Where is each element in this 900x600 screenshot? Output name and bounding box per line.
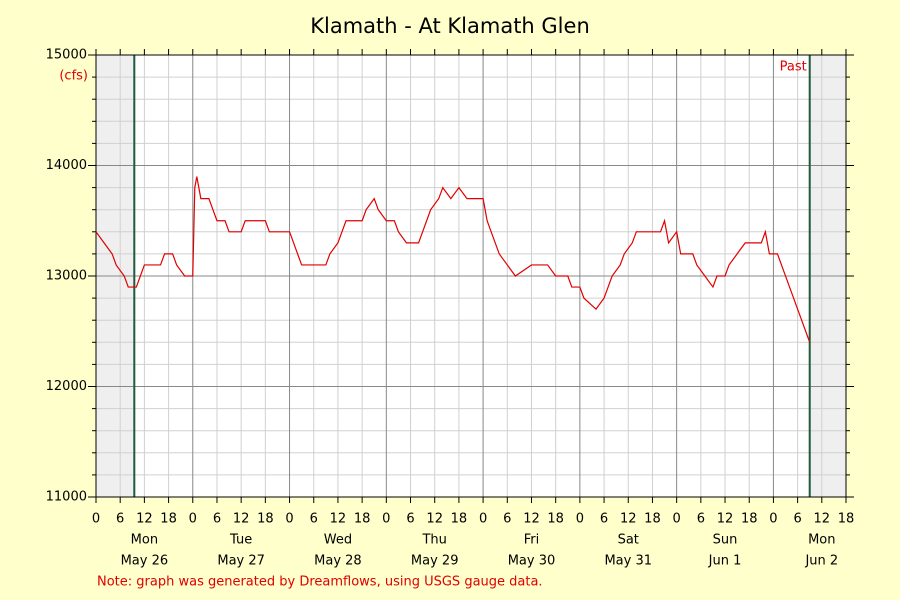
x-tick-label: 18 (741, 512, 758, 527)
x-tick-label: 6 (213, 512, 221, 527)
x-tick-label: 12 (330, 512, 347, 527)
x-tick-label: 0 (285, 512, 293, 527)
weekday-label: Sun (713, 533, 738, 548)
weekday-label: Mon (131, 533, 158, 548)
x-tick-label: 6 (697, 512, 705, 527)
y-tick-label: 15000 (46, 48, 87, 63)
y-axis-label: (cfs) (59, 69, 88, 84)
y-tick-label: 13000 (46, 269, 87, 284)
x-tick-label: 18 (547, 512, 564, 527)
x-tick-label: 18 (354, 512, 371, 527)
weekday-label: Mon (808, 533, 835, 548)
x-tick-label: 6 (310, 512, 318, 527)
x-tick-label: 18 (160, 512, 177, 527)
date-label: May 26 (121, 554, 169, 569)
weekday-label: Sat (618, 533, 639, 548)
chart-title: Klamath - At Klamath Glen (310, 14, 590, 38)
x-tick-label: 12 (717, 512, 734, 527)
date-label: May 31 (604, 554, 652, 569)
x-tick-label: 12 (814, 512, 831, 527)
x-tick-label: 12 (620, 512, 637, 527)
x-tick-label: 0 (576, 512, 584, 527)
x-tick-label: 18 (257, 512, 274, 527)
x-tick-label: 6 (406, 512, 414, 527)
weekday-label: Thu (421, 533, 446, 548)
x-tick-label: 12 (523, 512, 540, 527)
x-tick-label: 0 (382, 512, 390, 527)
weekday-label: Fri (524, 533, 540, 548)
date-label: Jun 1 (708, 554, 742, 569)
plot-frame (95, 54, 847, 498)
x-tick-label: 6 (793, 512, 801, 527)
x-tick-label: 6 (116, 512, 124, 527)
weekday-label: Tue (229, 533, 252, 548)
x-tick-label: 0 (189, 512, 197, 527)
note: Note: graph was generated by Dreamflows,… (97, 575, 543, 590)
y-tick-label: 11000 (46, 490, 87, 505)
weekday-label: Wed (324, 533, 352, 548)
x-tick-label: 0 (769, 512, 777, 527)
date-label: May 30 (508, 554, 556, 569)
x-tick-label: 0 (673, 512, 681, 527)
x-tick-label: 12 (136, 512, 153, 527)
x-tick-label: 0 (479, 512, 487, 527)
x-tick-label: 12 (233, 512, 250, 527)
date-label: Jun 2 (804, 554, 838, 569)
date-label: May 27 (217, 554, 265, 569)
date-label: May 29 (411, 554, 459, 569)
x-tick-label: 6 (503, 512, 511, 527)
x-tick-label: 0 (92, 512, 100, 527)
x-tick-label: 18 (838, 512, 855, 527)
x-tick-label: 12 (426, 512, 443, 527)
past-label: Past (780, 60, 807, 75)
x-tick-label: 6 (600, 512, 608, 527)
y-tick-label: 12000 (46, 379, 87, 394)
y-tick-label: 14000 (46, 158, 87, 173)
x-tick-label: 18 (644, 512, 661, 527)
x-tick-label: 18 (451, 512, 468, 527)
flow-line (95, 176, 811, 343)
date-label: May 28 (314, 554, 362, 569)
